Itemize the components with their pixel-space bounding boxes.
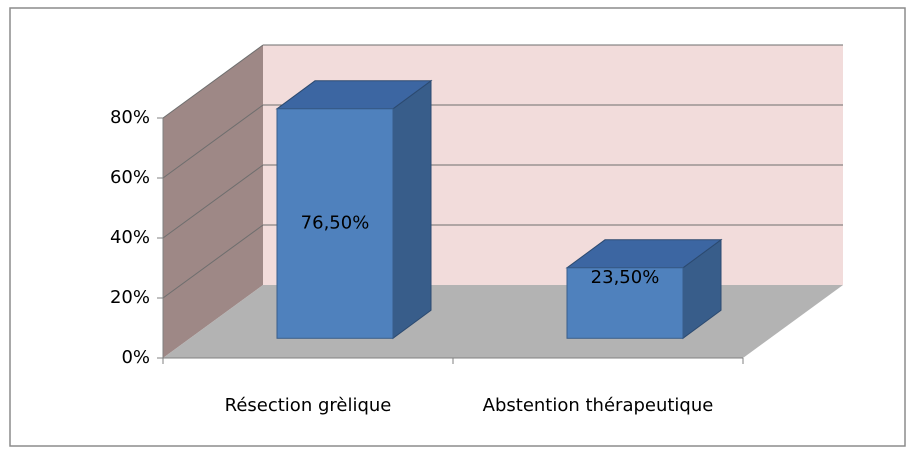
y-tick-label: 40% (110, 227, 150, 248)
y-tick-label: 20% (110, 287, 150, 308)
floor (163, 285, 843, 358)
x-tick-label: Résection grèlique (225, 395, 392, 416)
value-label: 76,50% (301, 213, 370, 234)
y-tick-label: 60% (110, 167, 150, 188)
bar (276, 108, 394, 339)
grid-line (162, 44, 264, 119)
y-tick-label: 80% (110, 107, 150, 128)
bar (566, 267, 684, 339)
grid-line (162, 164, 264, 239)
bar-side (392, 79, 432, 340)
y-tick-label: 0% (121, 347, 150, 368)
grid-line (162, 224, 264, 299)
marks: 76,50% 23,50% (275, 79, 723, 340)
x-tick-label: Abstention thérapeutique (483, 395, 714, 416)
grid-line (162, 104, 264, 179)
value-label: 23,50% (591, 267, 660, 288)
